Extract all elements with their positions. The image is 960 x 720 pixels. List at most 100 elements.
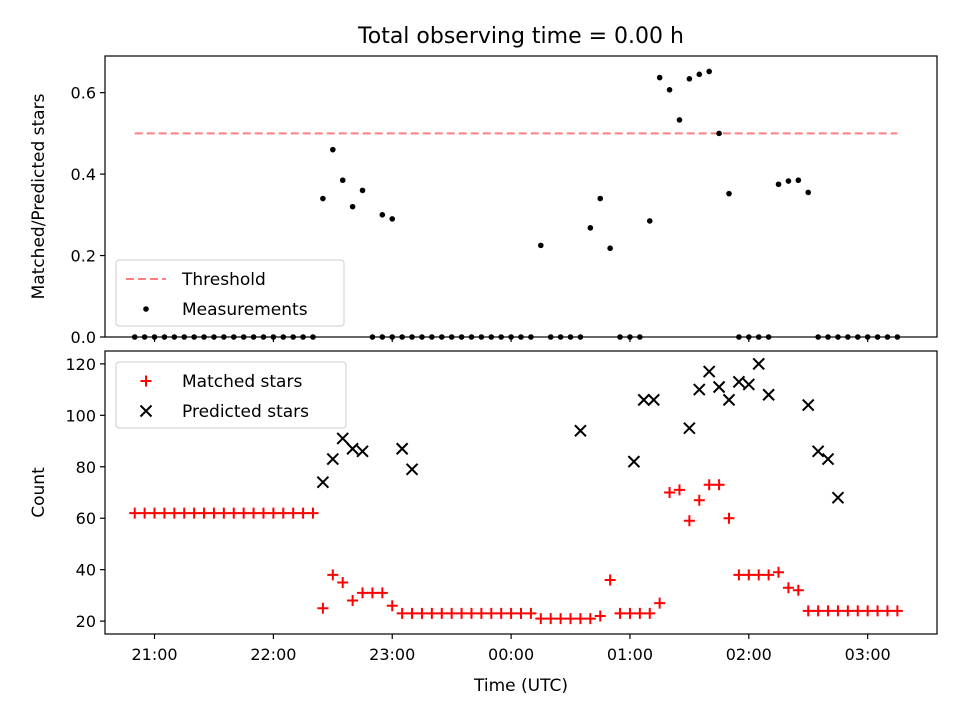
matched-star-point	[644, 607, 656, 619]
matched-star-point	[386, 600, 398, 612]
measurement-point	[805, 189, 812, 196]
measurement-point	[666, 87, 673, 93]
matched-star-point	[158, 507, 170, 519]
bottom-legend: Matched stars Predicted stars	[115, 361, 347, 429]
predicted-star-point	[732, 375, 746, 389]
measurement-point	[587, 225, 594, 231]
measurement-point	[795, 177, 802, 184]
predicted-star-point	[762, 388, 775, 401]
predicted-star-point	[802, 398, 815, 412]
matched-star-point	[366, 587, 378, 599]
measurement-point	[706, 68, 712, 75]
predicted-star-point	[742, 378, 756, 391]
predicted-star-point	[831, 491, 845, 504]
legend-box	[115, 259, 345, 327]
matched-star-point	[257, 507, 269, 519]
matched-star-point	[277, 507, 289, 519]
measurement-point	[656, 74, 663, 81]
bottom-axes-frame	[104, 350, 938, 635]
matched-star-point	[465, 607, 477, 619]
top-ytick-label: 0.6	[71, 84, 96, 103]
matched-star-point	[565, 613, 577, 625]
matched-star-point	[416, 607, 428, 619]
matched-star-point	[228, 507, 240, 519]
matched-star-point	[208, 507, 220, 519]
matched-star-point	[297, 507, 309, 519]
predicted-star-point	[574, 424, 587, 437]
matched-star-point	[396, 607, 408, 619]
matched-star-point	[376, 587, 388, 599]
bot-ytick-label: 80	[76, 458, 96, 477]
measurement-point	[389, 216, 396, 222]
bot-ytick-label: 20	[76, 612, 96, 631]
matched-star-point	[763, 569, 775, 581]
predicted-star-point	[702, 365, 716, 378]
matched-star-point	[426, 607, 438, 619]
matched-star-point	[475, 607, 487, 619]
predicted-star-point	[637, 393, 651, 407]
matched-star-point	[515, 607, 527, 619]
matched-star-point	[812, 605, 824, 617]
top-ytick-label: 0.0	[71, 328, 96, 347]
measurement-point	[359, 187, 366, 194]
bot-xtick-label: 21:00	[131, 645, 177, 664]
predicted-star-point	[811, 445, 825, 458]
predicted-star-point	[752, 357, 765, 371]
matched-star-point	[852, 605, 864, 617]
matched-star-point	[881, 605, 893, 617]
bottom-axis-ticks: 20 40 60 80 100 120 21:00 22:00 23:00 00:00 01:00 0…	[65, 355, 890, 664]
matched-star-point	[832, 605, 844, 617]
measurement-point	[339, 177, 346, 184]
matched-star-point	[703, 479, 715, 491]
x-axis-label: Time (UTC)	[473, 676, 568, 696]
bottom-panel: 20 40 60 80 100 120 21:00 22:00 23:00 00:00 01:00 0…	[29, 350, 938, 664]
predicted-star-point	[336, 432, 349, 445]
bot-xtick-label: 03:00	[845, 645, 891, 664]
matched-star-point	[188, 507, 200, 519]
matched-star-point	[357, 587, 369, 599]
matched-star-point	[891, 605, 903, 617]
matched-star-point	[782, 582, 794, 594]
matched-star-point	[495, 607, 507, 619]
top-y-axis-label: Matched/Predicted stars	[29, 93, 49, 299]
matched-star-point	[842, 605, 854, 617]
bot-xtick-label: 23:00	[369, 645, 415, 664]
matched-star-point	[792, 584, 804, 596]
measurement-point	[775, 181, 782, 188]
predicted-star-point	[627, 455, 641, 468]
bot-xtick-label: 01:00	[607, 645, 653, 664]
matched-star-point	[753, 569, 765, 581]
matched-star-point	[267, 507, 279, 519]
top-axes-frame	[104, 55, 938, 338]
measurement-point	[696, 71, 703, 78]
matched-star-point	[654, 597, 666, 609]
matched-star-point	[545, 613, 557, 625]
measurement-point	[320, 195, 326, 202]
matched-star-point	[802, 605, 814, 617]
bot-ytick-label: 100	[65, 406, 96, 425]
matched-star-point	[604, 574, 616, 586]
predicted-star-point	[821, 452, 835, 466]
predicted-star-point	[683, 421, 696, 435]
measurement-point	[676, 117, 683, 123]
matched-star-point	[723, 512, 735, 524]
legend-matched-swatch	[140, 375, 152, 387]
matched-star-point	[485, 607, 497, 619]
measurement-point	[379, 212, 386, 218]
matched-star-point	[139, 507, 151, 519]
matched-star-point	[872, 605, 884, 617]
measurement-point	[597, 195, 604, 202]
matched-star-point	[525, 607, 537, 619]
measurement-point	[686, 76, 693, 82]
legend-entry-label: Measurements	[182, 300, 308, 320]
measurement-point	[716, 130, 722, 137]
legend-predicted-swatch	[139, 404, 153, 418]
predicted-star-point	[405, 463, 419, 476]
bottom-plot-area	[129, 357, 903, 625]
matched-star-point	[337, 577, 349, 589]
top-legend: Threshold Measurements	[115, 259, 345, 327]
predicted-star-point	[356, 445, 369, 458]
matched-star-point	[713, 479, 725, 491]
matched-star-point	[168, 507, 180, 519]
